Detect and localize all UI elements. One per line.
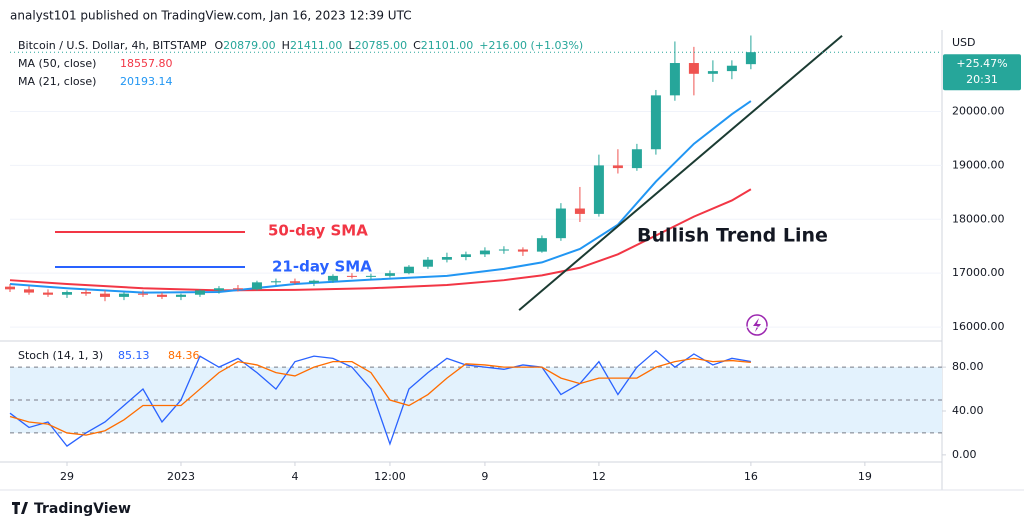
candle-body xyxy=(270,281,281,283)
candle-body xyxy=(726,65,737,72)
currency: USD xyxy=(952,36,976,49)
x-tick-label: 29 xyxy=(60,470,74,483)
candle-body xyxy=(688,63,699,74)
legend-item: +216.00 (+1.03%) xyxy=(479,39,583,52)
candle-body xyxy=(517,249,528,252)
y-tick-label: 17000.00 xyxy=(952,266,1005,279)
candle-body xyxy=(707,71,718,74)
candle-body xyxy=(42,292,53,295)
legend-item: O xyxy=(214,39,223,52)
candle-body xyxy=(156,294,167,297)
candle-body xyxy=(346,275,357,277)
candle-body xyxy=(593,165,604,214)
x-tick-label: 12:00 xyxy=(374,470,406,483)
candle-body xyxy=(251,282,262,290)
candle-body xyxy=(289,281,300,283)
annotation-text: Bullish Trend Line xyxy=(637,225,828,247)
price-change: +25.47% xyxy=(956,57,1007,70)
y-tick-label: 20000.00 xyxy=(952,105,1005,118)
candle-body xyxy=(384,273,395,276)
annotation-text: 21-day SMA xyxy=(272,258,372,276)
candle-body xyxy=(365,275,376,277)
candle-body xyxy=(137,293,148,295)
candle-body xyxy=(23,289,34,293)
candle-body xyxy=(631,149,642,169)
candle-body xyxy=(612,165,623,169)
x-tick-label: 19 xyxy=(858,470,872,483)
y-tick-label: 18000.00 xyxy=(952,212,1005,225)
trend-line xyxy=(518,34,843,311)
candle-body xyxy=(232,288,243,290)
stoch-line xyxy=(9,357,751,436)
candle-body xyxy=(441,257,452,260)
legend-item: C xyxy=(413,39,421,52)
price-tag xyxy=(943,54,1021,91)
legend-name: MA (21, close) xyxy=(18,75,96,88)
legend-item: 21411.00 xyxy=(290,39,343,52)
candle-body xyxy=(175,294,186,297)
candle-body xyxy=(118,293,129,297)
legend-value: 20193.14 xyxy=(120,75,173,88)
legend-item: 21101.00 xyxy=(421,39,474,52)
y-tick-label: 0.00 xyxy=(952,448,977,461)
footer-logo: TradingView xyxy=(12,501,131,517)
y-tick-label: 16000.00 xyxy=(952,320,1005,333)
legend-item: Bitcoin / U.S. Dollar, 4h, BITSTAMP xyxy=(18,39,207,52)
ma-line xyxy=(9,100,752,294)
x-tick-label: 12 xyxy=(592,470,606,483)
event-icon-bolt xyxy=(753,318,761,332)
annotation-text: 50-day SMA xyxy=(268,222,368,240)
candle-body xyxy=(422,259,433,267)
candle-body xyxy=(745,52,756,65)
y-tick-label: 19000.00 xyxy=(952,158,1005,171)
legend-value: 84.36 xyxy=(168,349,200,362)
legend-value: 18557.80 xyxy=(120,57,173,70)
candle-body xyxy=(650,95,661,150)
stoch-line xyxy=(9,349,751,447)
x-tick-label: 2023 xyxy=(167,470,195,483)
legend-item: L xyxy=(348,39,355,52)
candle-body xyxy=(403,266,414,274)
candle-body xyxy=(669,63,680,96)
candle-body xyxy=(460,254,471,258)
ma-line xyxy=(9,188,752,292)
candle-body xyxy=(327,275,338,281)
candle-body xyxy=(479,250,490,255)
candle-body xyxy=(61,292,72,295)
x-tick-label: 4 xyxy=(291,470,298,483)
countdown: 20:31 xyxy=(966,73,998,86)
legend-title: Stoch (14, 1, 3) xyxy=(18,349,103,362)
candle-body xyxy=(194,290,205,295)
candle-body xyxy=(574,208,585,214)
footer-brand: TradingView xyxy=(34,501,131,517)
header: analyst101 published on TradingView.com,… xyxy=(10,9,412,23)
candle-body xyxy=(308,280,319,283)
legend-name: MA (50, close) xyxy=(18,57,96,70)
legend-item: H xyxy=(282,39,290,52)
y-tick-label: 80.00 xyxy=(952,360,984,373)
x-tick-label: 9 xyxy=(481,470,488,483)
y-tick-label: 40.00 xyxy=(952,404,984,417)
legend-item: 20785.00 xyxy=(355,39,408,52)
candle-body xyxy=(80,292,91,294)
candle-body xyxy=(536,238,547,252)
candle-body xyxy=(5,286,15,290)
legend-value: 85.13 xyxy=(118,349,150,362)
candle-body xyxy=(555,208,566,239)
legend-title: Bitcoin / U.S. Dollar, 4h, BITSTAMP O2087… xyxy=(18,39,583,52)
candle-body xyxy=(498,249,509,251)
candle-body xyxy=(213,288,224,291)
candle-body xyxy=(99,293,110,297)
legend-item: 20879.00 xyxy=(223,39,276,52)
x-tick-label: 16 xyxy=(744,470,758,483)
